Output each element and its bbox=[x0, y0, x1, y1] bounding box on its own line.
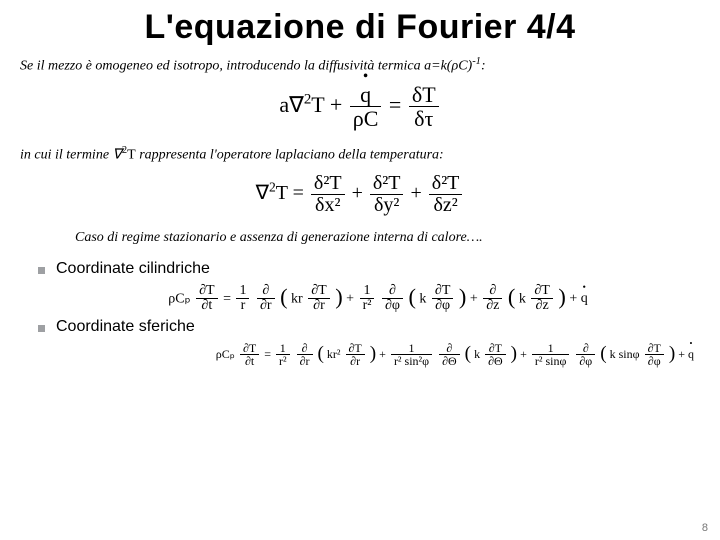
intro-line: Se il mezzo è omogeneo ed isotropo, intr… bbox=[20, 55, 700, 75]
eq-cyl-block: ρCₚ ∂T∂t = 1r ∂∂r ( kr ∂T∂r ) + 1r² ∂∂φ … bbox=[56, 284, 700, 314]
intro-text-b: C) bbox=[458, 59, 472, 74]
eq-laplacian-block: ∇2T = δ²Tδx² + δ²Tδy² + δ²Tδz² bbox=[20, 173, 700, 216]
bullet-list: Coordinate cilindriche ρCₚ ∂T∂t = 1r ∂∂r… bbox=[20, 260, 700, 369]
eq-laplacian: ∇2T = δ²Tδx² + δ²Tδy² + δ²Tδz² bbox=[256, 173, 465, 216]
eq-spherical: ρCₚ ∂T∂t = 1r² ∂∂r ( kr² ∂T∂r ) + 1r² si… bbox=[216, 342, 694, 368]
eq-main: a∇2T + q ρC = δT δτ bbox=[279, 83, 440, 130]
sph-label: Coordinate sferiche bbox=[56, 318, 195, 336]
page-number: 8 bbox=[702, 522, 708, 534]
intro-text-a: Se il mezzo è omogeneo ed isotropo, intr… bbox=[20, 59, 451, 74]
eq-sph-block: ρCₚ ∂T∂t = 1r² ∂∂r ( kr² ∂T∂r ) + 1r² si… bbox=[56, 342, 700, 368]
cyl-label: Coordinate cilindriche bbox=[56, 260, 210, 278]
laplacian-line: in cui il termine ∇2T rappresenta l'oper… bbox=[20, 144, 700, 164]
eq-main-lhs: a∇2T + q ρC = δT δτ bbox=[279, 92, 440, 117]
stationary-note: Caso di regime stazionario e assenza di … bbox=[20, 230, 700, 246]
eq-cylindrical: ρCₚ ∂T∂t = 1r ∂∂r ( kr ∂T∂r ) + 1r² ∂∂φ … bbox=[168, 284, 587, 314]
lap-text-a: in cui il termine bbox=[20, 148, 113, 163]
intro-sup: -1 bbox=[472, 56, 481, 67]
eq-main-frac-rhs: δT δτ bbox=[409, 83, 439, 130]
bullet-cylindrical: Coordinate cilindriche ρCₚ ∂T∂t = 1r ∂∂r… bbox=[38, 260, 700, 314]
eq-main-block: a∇2T + q ρC = δT δτ bbox=[20, 83, 700, 130]
slide-root: L'equazione di Fourier 4/4 Se il mezzo è… bbox=[0, 0, 720, 540]
bullet-spherical: Coordinate sferiche ρCₚ ∂T∂t = 1r² ∂∂r (… bbox=[38, 318, 700, 368]
slide-title: L'equazione di Fourier 4/4 bbox=[20, 8, 700, 47]
intro-colon: : bbox=[481, 59, 486, 74]
eq-main-frac-q: q ρC bbox=[350, 83, 382, 130]
lap-text-b: rappresenta l'operatore laplaciano della… bbox=[139, 148, 443, 163]
